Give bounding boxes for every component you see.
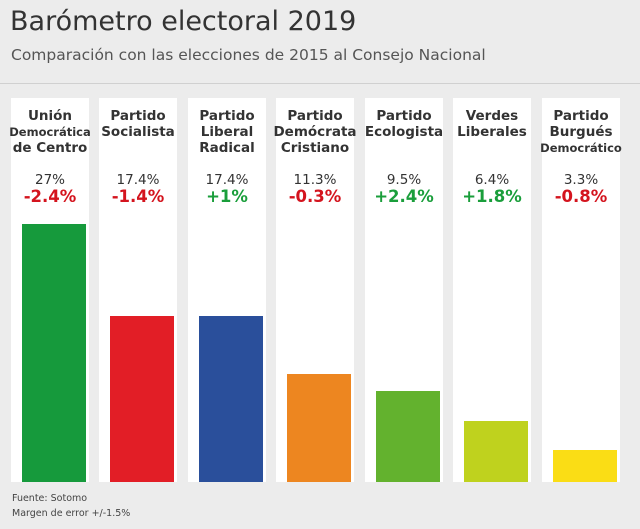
party-name-line: Partido [376, 108, 432, 124]
change-label: -0.3% [288, 187, 342, 206]
party-panel: Verdes Liberales 6.4% +1.8% [453, 98, 531, 482]
party-name: Unión Democrática de Centro [5, 108, 95, 156]
party-name-line: Verdes [465, 108, 519, 124]
bar [376, 391, 440, 482]
party-name-line: Ecologista [364, 124, 444, 140]
header-divider [0, 83, 640, 84]
vote-share-label: 11.3% [293, 172, 337, 188]
party-name-line: Unión [27, 108, 73, 124]
vote-share-label: 3.3% [563, 172, 599, 188]
party-panel: Partido Liberal Radical 17.4% +1% [188, 98, 266, 482]
vote-share-label: 9.5% [386, 172, 422, 188]
vote-share-label: 17.4% [116, 172, 160, 188]
party-name-line: Socialista [101, 124, 175, 140]
change-label: +2.4% [374, 187, 434, 206]
party-panel: Partido Socialista 17.4% -1.4% [99, 98, 177, 482]
party-name-line: Cristiano [280, 140, 350, 156]
chart-title: Barómetro electoral 2019 [10, 6, 357, 37]
party-panel: Partido Burgués Democrático 3.3% -0.8% [540, 98, 622, 482]
bar [553, 450, 617, 482]
change-label: -2.4% [23, 187, 77, 206]
party-name-line: Burgués [549, 124, 613, 140]
vote-share-label: 17.4% [205, 172, 249, 188]
bar-chart: Unión Democrática de Centro 27% -2.4% Partido… [0, 98, 640, 482]
bar [110, 316, 174, 482]
bar [22, 224, 86, 482]
party-name-line: Partido [553, 108, 609, 124]
vote-share-label: 6.4% [474, 172, 510, 188]
bar [464, 421, 528, 482]
party-name: Partido Burgués Democrático [536, 108, 626, 156]
party-name: Partido Socialista [93, 108, 183, 140]
party-panel: Partido Ecologista 9.5% +2.4% [365, 98, 443, 482]
party-name-line: Partido [199, 108, 255, 124]
party-name-line: Liberal [200, 124, 254, 140]
change-label: -0.8% [554, 187, 608, 206]
party-name-line: Liberales [457, 124, 527, 140]
party-name: Partido Ecologista [359, 108, 449, 140]
vote-share-label: 27% [34, 172, 65, 188]
change-label: +1.8% [462, 187, 522, 206]
source-note: Fuente: Sotomo [12, 493, 88, 504]
party-name-line: Democrático [540, 141, 622, 155]
chart-subtitle: Comparación con las elecciones de 2015 a… [11, 46, 486, 64]
change-label: -1.4% [111, 187, 165, 206]
bar [199, 316, 263, 482]
margin-note: Margen de error +/-1.5% [12, 508, 131, 519]
party-panel: Partido Demócrata Cristiano 11.3% -0.3% [273, 98, 357, 482]
bar [287, 374, 351, 482]
party-name-line: Democrática [9, 125, 91, 139]
party-name: Partido Demócrata Cristiano [270, 108, 360, 156]
party-name: Verdes Liberales [447, 108, 537, 140]
change-label: +1% [206, 187, 248, 206]
party-name-line: de Centro [12, 140, 88, 156]
party-name-line: Radical [199, 140, 255, 156]
party-name: Partido Liberal Radical [182, 108, 272, 156]
party-panel: Unión Democrática de Centro 27% -2.4% [9, 98, 91, 482]
party-name-line: Partido [287, 108, 343, 124]
party-name-line: Demócrata [273, 124, 357, 140]
party-name-line: Partido [110, 108, 166, 124]
